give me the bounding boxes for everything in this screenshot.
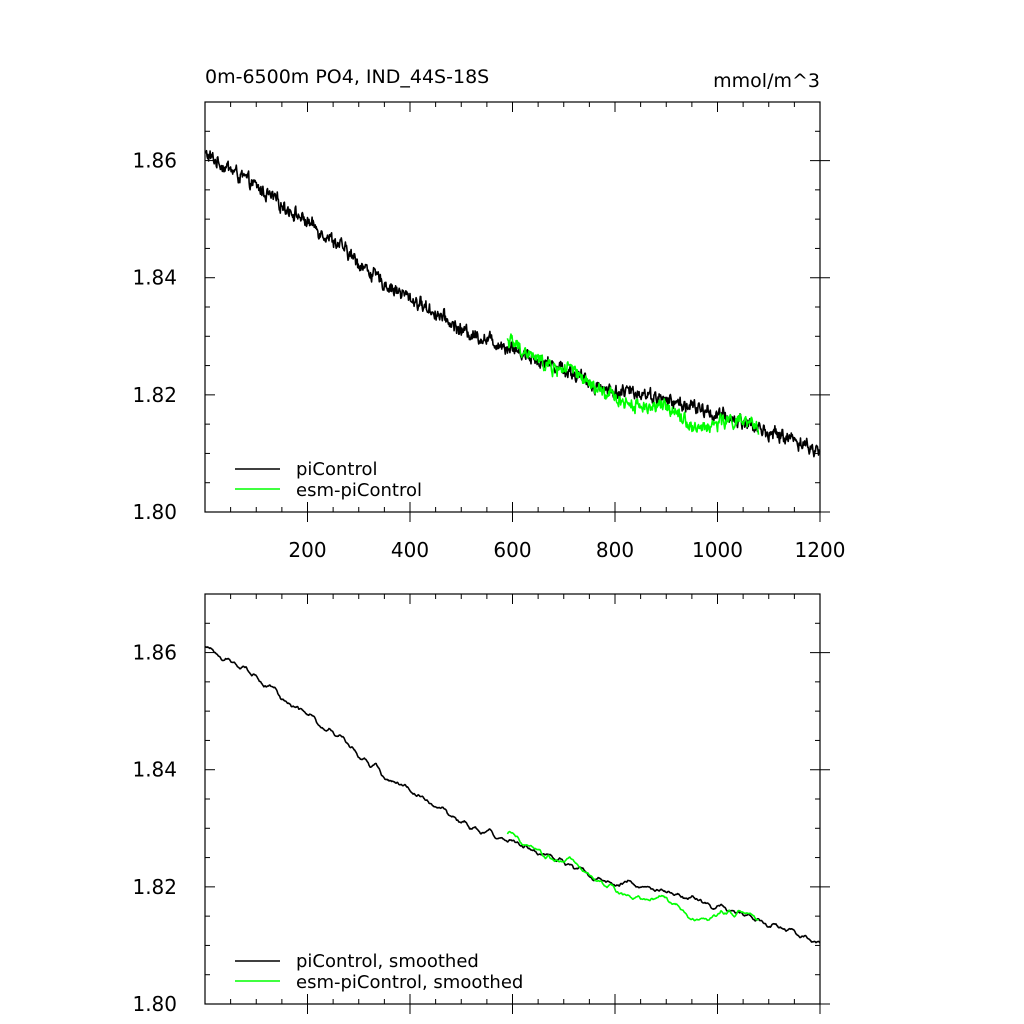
units-label: mmol/m^3	[713, 70, 820, 92]
y-tick-label: 1.86	[132, 641, 177, 665]
ticks: 200 400 600 800 1000 1200 1.80 1.82 1.84 1.86	[132, 102, 845, 562]
legend-label-picontrol-smoothed: piControl, smoothed	[296, 951, 479, 972]
x-tick-label: 1000	[692, 538, 743, 562]
series-layer	[204, 645, 821, 944]
plot-frame	[204, 593, 821, 1005]
legend: piControl esm-piControl	[235, 459, 422, 501]
x-tick-label: 200	[288, 538, 326, 562]
bottom-panel: 1.80 1.82 1.84 1.86 piControl, smoothed esm…	[132, 593, 830, 1016]
top-panel: 0m-6500m PO4, IND_44S-18S mmol/m^3 200 40…	[132, 66, 845, 562]
y-tick-label: 1.82	[132, 875, 177, 899]
legend: piControl, smoothed esm-piControl, smoot…	[235, 951, 523, 993]
y-tick-label: 1.84	[132, 758, 177, 782]
x-tick-label: 800	[596, 538, 634, 562]
chart-title: 0m-6500m PO4, IND_44S-18S	[205, 66, 489, 88]
x-tick-label: 1200	[795, 538, 846, 562]
series-line-esm-picontrol-smoothed	[506, 830, 760, 922]
legend-label-esm-picontrol-smoothed: esm-piControl, smoothed	[296, 972, 523, 993]
series-layer	[204, 149, 821, 458]
legend-label-picontrol: piControl	[296, 459, 378, 480]
x-tick-label: 400	[391, 538, 429, 562]
x-tick-label: 600	[493, 538, 531, 562]
y-tick-label: 1.80	[132, 992, 177, 1016]
y-tick-label: 1.82	[132, 383, 177, 407]
legend-label-esm-picontrol: esm-piControl	[296, 480, 422, 501]
series-line-esm-picontrol	[506, 333, 760, 435]
series-line-picontrol-smoothed	[204, 645, 821, 944]
plot-frame	[204, 101, 821, 513]
y-tick-label: 1.80	[132, 500, 177, 524]
ticks: 1.80 1.82 1.84 1.86	[132, 594, 830, 1016]
series-line-picontrol	[204, 149, 821, 458]
y-tick-label: 1.86	[132, 149, 177, 173]
y-tick-label: 1.84	[132, 266, 177, 290]
